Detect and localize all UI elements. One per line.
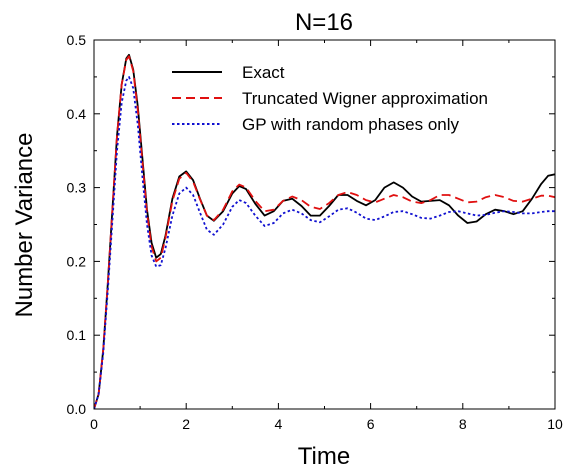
legend-label-3: GP with random phases only (242, 115, 460, 134)
chart-title: N=16 (295, 9, 353, 36)
y-tick-label: 0.1 (67, 327, 87, 343)
axis-ticks: 0 2 4 6 8 10 0.0 0.1 0.2 0.3 0.4 0.5 (67, 32, 563, 432)
y-tick-label: 0.0 (67, 401, 87, 417)
legend: Exact Truncated Wigner approximation GP wi… (172, 63, 488, 134)
x-tick-label: 0 (90, 416, 98, 432)
y-tick-label: 0.5 (67, 32, 87, 48)
legend-label-1: Exact (242, 63, 285, 82)
x-tick-label: 4 (275, 416, 283, 432)
series-line-2 (94, 55, 555, 409)
x-tick-label: 6 (367, 416, 375, 432)
y-axis-title: Number Variance (11, 133, 38, 318)
y-tick-label: 0.3 (67, 180, 87, 196)
x-tick-label: 10 (547, 416, 563, 432)
series-layer (94, 53, 555, 409)
x-tick-label: 2 (182, 416, 190, 432)
x-axis-title: Time (298, 443, 350, 470)
y-tick-label: 0.2 (67, 253, 87, 269)
x-tick-label: 8 (459, 416, 467, 432)
y-tick-label: 0.4 (67, 106, 87, 122)
legend-label-2: Truncated Wigner approximation (242, 89, 488, 108)
